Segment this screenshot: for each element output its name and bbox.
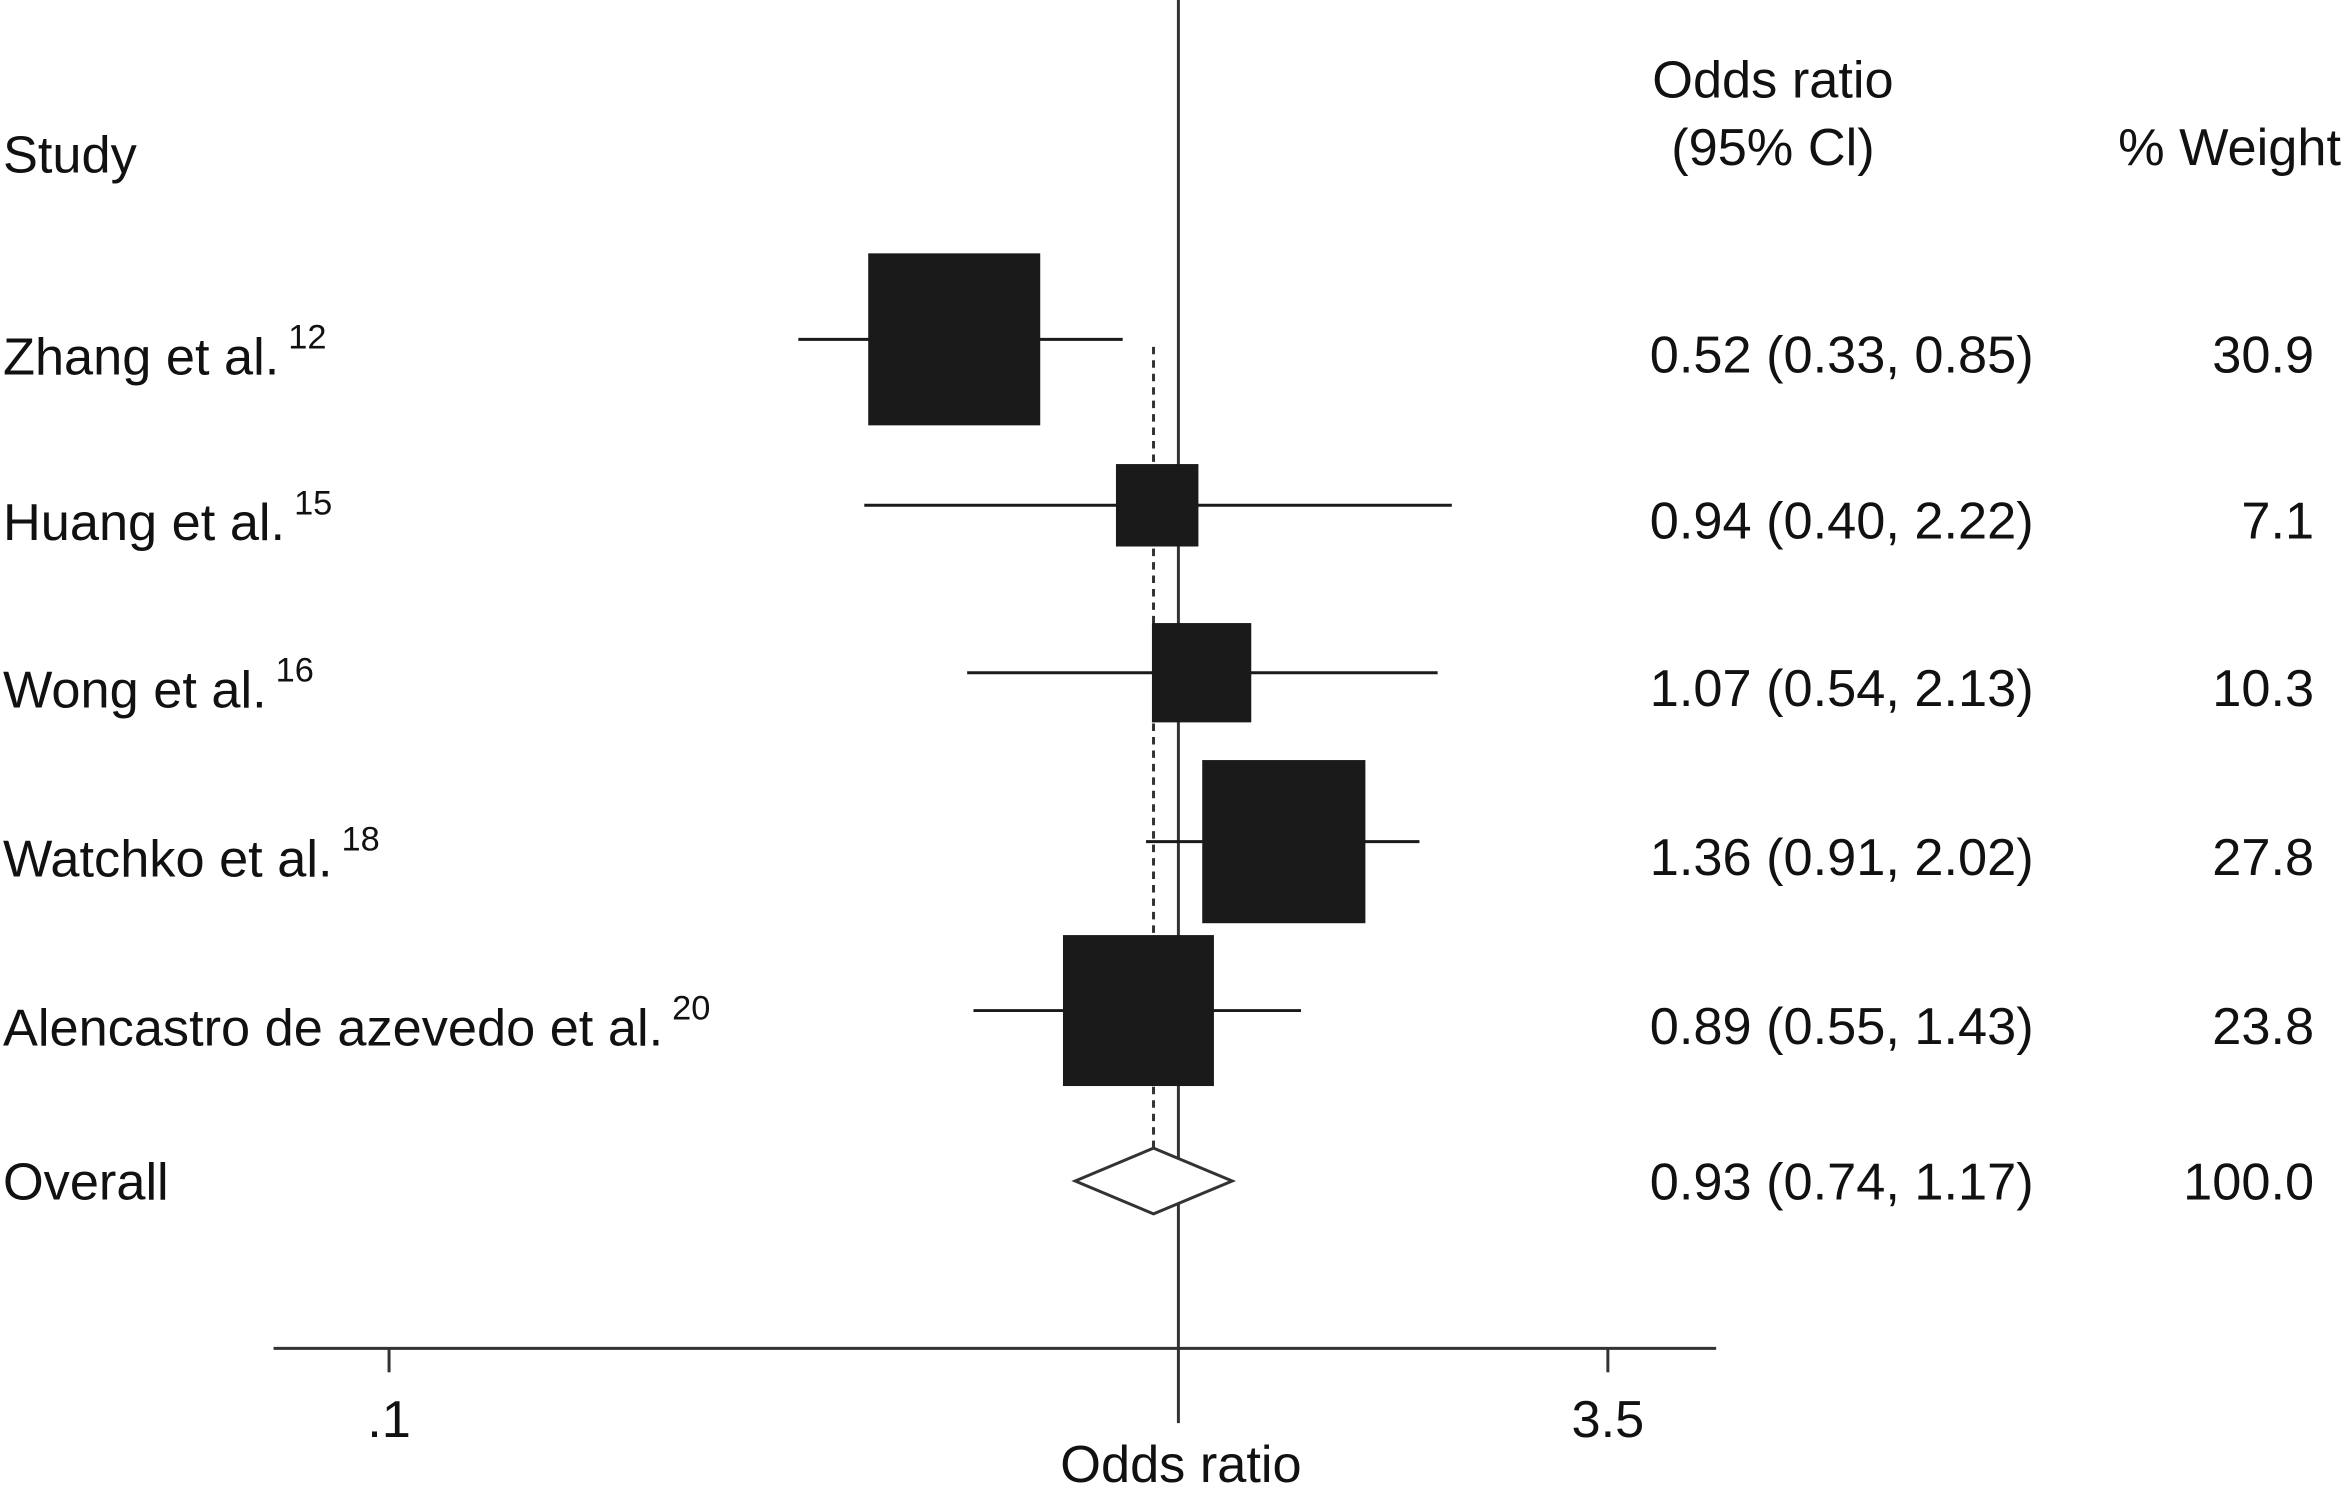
weight-label: 23.8 — [2212, 998, 2314, 1056]
study-ref: 18 — [341, 821, 379, 859]
weight-box — [868, 253, 1041, 426]
weight-label: 7.1 — [2241, 493, 2314, 551]
study-name: Alencastro de azevedo et al. — [3, 999, 663, 1057]
study-label: Zhang et al. 12 — [3, 318, 327, 386]
weight-label: 27.8 — [2212, 829, 2314, 887]
study-ref: 15 — [294, 484, 332, 522]
study-name: Wong et al. — [3, 661, 267, 719]
weight-box — [1115, 464, 1199, 547]
estimate-header: Odds ratio — [1652, 52, 1893, 110]
study-name: Zhang et al. — [3, 328, 279, 386]
study-ref: 16 — [276, 652, 314, 690]
overall-label: Overall — [3, 1153, 169, 1211]
study-ref: 20 — [672, 990, 710, 1028]
ci-label: 0.94 (0.40, 2.22) — [1650, 493, 2034, 551]
ci-label: 1.07 (0.54, 2.13) — [1650, 660, 2034, 718]
ci-label: 0.93 (0.74, 1.17) — [1650, 1153, 2034, 1211]
study-header: Study — [3, 126, 138, 184]
ci-label: 0.89 (0.55, 1.43) — [1650, 998, 2034, 1056]
weight-label: 30.9 — [2212, 327, 2314, 385]
study-label: Huang et al. 15 — [3, 484, 332, 552]
weight-box — [1151, 623, 1252, 723]
overall-diamond — [1071, 1146, 1237, 1216]
study-label: Watchko et al. 18 — [3, 821, 380, 889]
x-axis-label: Odds ratio — [1060, 1436, 1301, 1494]
study-label: Wong et al. 16 — [3, 652, 314, 720]
study-name: Huang et al. — [3, 494, 285, 552]
weight-label: 10.3 — [2212, 660, 2314, 718]
weight-header: % Weight — [2118, 119, 2341, 177]
weight-box — [1202, 760, 1366, 924]
ci-label: 1.36 (0.91, 2.02) — [1650, 829, 2034, 887]
ci-label: 0.52 (0.33, 0.85) — [1650, 327, 2034, 385]
x-tick-label: 3.5 — [1571, 1391, 1644, 1449]
study-label: Alencastro de azevedo et al. 20 — [3, 990, 710, 1058]
estimate-header: (95% Cl) — [1671, 119, 1874, 177]
study-ref: 12 — [288, 318, 326, 356]
weight-label: 100.0 — [2183, 1153, 2314, 1211]
x-tick-label: .1 — [367, 1391, 411, 1449]
study-name: Watchko et al. — [3, 830, 333, 888]
weight-box — [1062, 935, 1214, 1087]
